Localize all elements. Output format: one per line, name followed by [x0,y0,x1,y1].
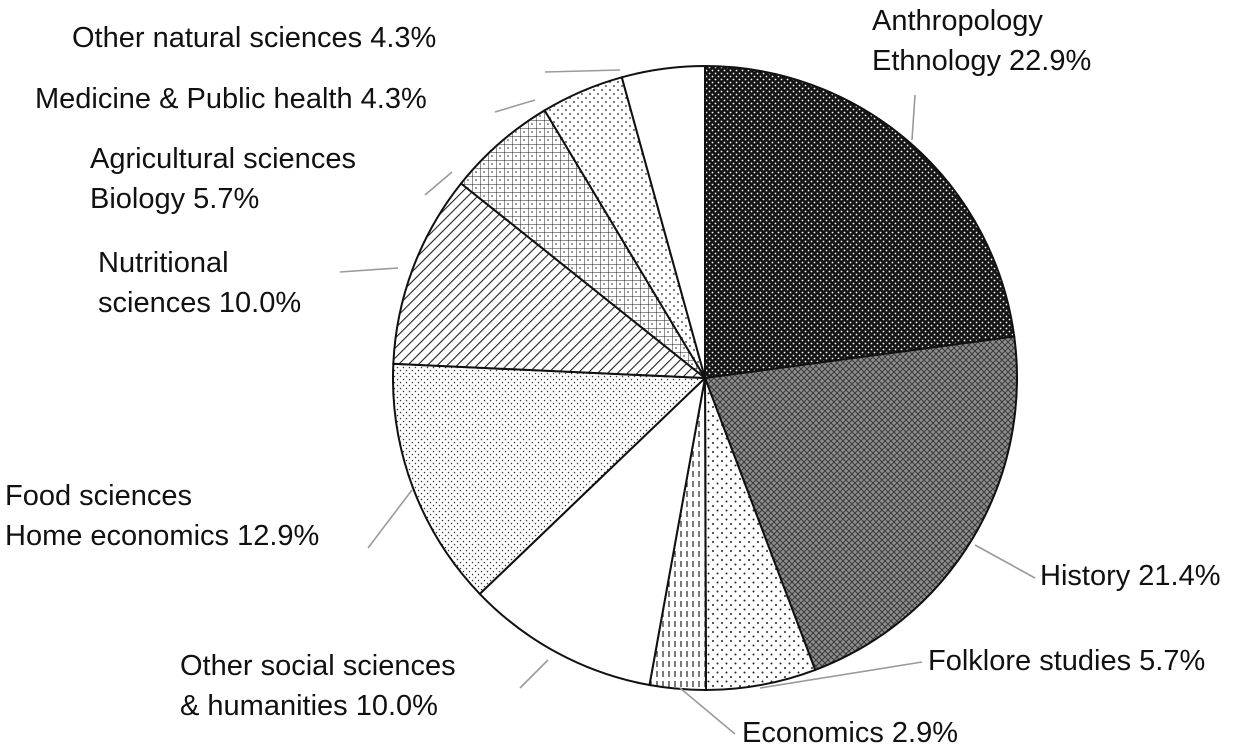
pie-slices [391,64,1018,692]
leader-line [519,659,549,689]
leader-lines [339,69,1036,735]
slice-label: Other natural sciences 4.3% [72,22,436,54]
leader-line [494,99,536,113]
pie-slice [392,182,709,380]
slice-label: Anthropology Ethnology 22.9% [872,5,1091,77]
slice-label: Nutritional sciences 10.0% [98,247,301,319]
slice-label-line: Anthropology [872,5,1043,37]
slice-label-line: Biology 5.7% [90,183,259,215]
slice-label-line: sciences 10.0% [98,287,301,319]
slice-label-line: Other natural sciences 4.3% [72,22,436,54]
leader-line [424,171,453,196]
leader-line [759,661,923,689]
leader-line [544,69,621,73]
slice-labels: Anthropology Ethnology 22.9% History 21.4%… [5,5,1221,749]
slice-label: Medicine & Public health 4.3% [35,83,427,115]
slice-label: History 21.4% [1040,560,1221,592]
slice-label-line: Economics 2.9% [742,717,958,749]
pie-slice [391,362,708,596]
pie-slice [703,335,1018,672]
leader-line [367,489,413,549]
slice-label-line: Food sciences [5,480,192,512]
pie-slice [704,64,1016,380]
pie-slice [620,64,706,379]
slice-label-line: Home economics 12.9% [5,520,319,552]
slice-label-line: Agricultural sciences [90,143,356,175]
slice-label-line: Medicine & Public health 4.3% [35,83,427,115]
slice-label-line: Nutritional [98,247,229,279]
leader-line [339,267,399,273]
slice-label: Economics 2.9% [742,717,958,749]
slice-label: Other social sciences & humanities 10.0% [180,650,456,722]
slice-label: Agricultural sciences Biology 5.7% [90,143,356,215]
slice-label: Folklore studies 5.7% [928,645,1205,677]
slice-label-line: Folklore studies 5.7% [928,645,1205,677]
slice-label: Food sciences Home economics 12.9% [5,480,319,552]
pie-slice [478,375,707,687]
slice-label-line: Ethnology 22.9% [872,45,1091,77]
leader-line [679,687,736,735]
slice-label-line: History 21.4% [1040,560,1221,592]
slice-label-line: Other social sciences [180,650,456,682]
slice-label-line: & humanities 10.0% [180,690,438,722]
leader-line [911,94,916,141]
leader-line [974,544,1036,579]
